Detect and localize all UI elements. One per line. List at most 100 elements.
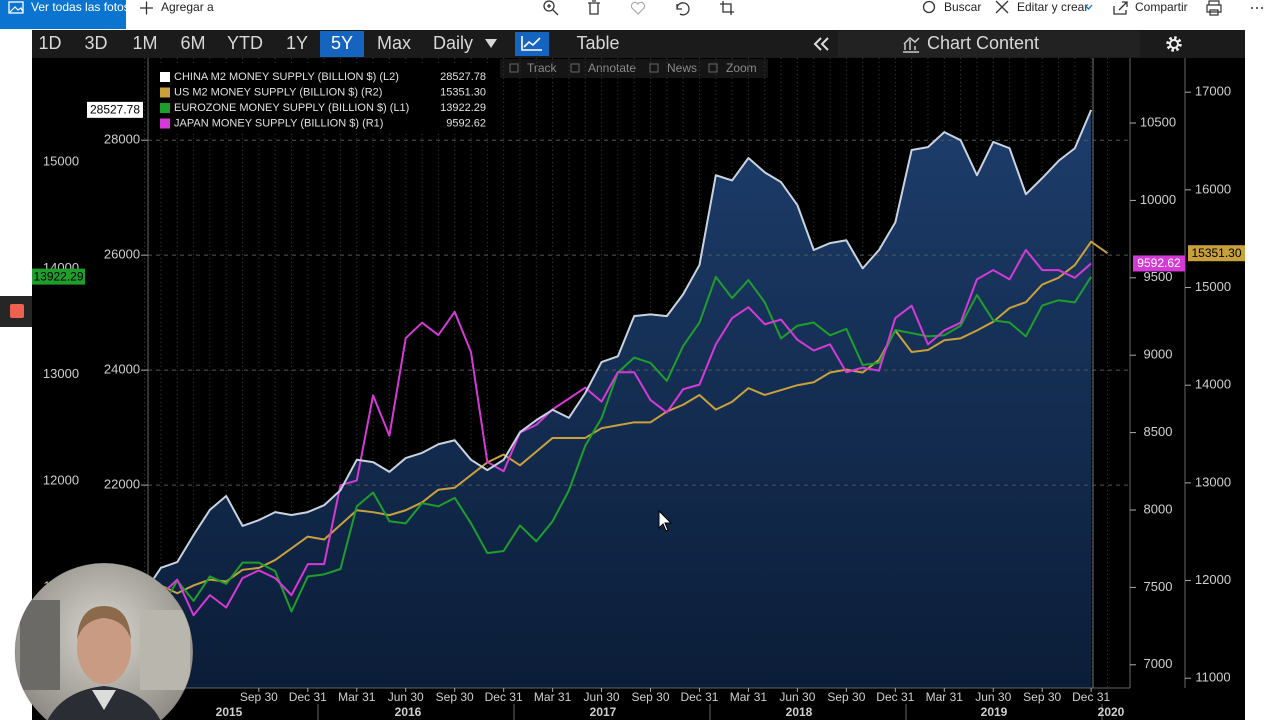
x-group-label: 2015 bbox=[216, 705, 243, 719]
y-tick-label: 15000 bbox=[1195, 279, 1231, 294]
back-button[interactable]: Ver todas las fotos bbox=[0, 0, 130, 29]
y-tick-label: 10000 bbox=[1140, 192, 1176, 207]
back-label: Ver todas las fotos bbox=[31, 0, 130, 14]
range-button[interactable]: YTD bbox=[227, 33, 263, 53]
y-tick-label: 9500 bbox=[1144, 269, 1173, 284]
range-button[interactable]: 1D bbox=[38, 33, 61, 53]
y-tick-label: 10500 bbox=[1140, 114, 1176, 129]
y-tick-label: 28000 bbox=[104, 132, 140, 147]
search-icon bbox=[922, 0, 936, 14]
x-tick-label: Sep 30 bbox=[631, 690, 669, 704]
legend-bg bbox=[153, 66, 491, 132]
table-button[interactable]: Table bbox=[576, 33, 619, 53]
y-tick-label: 12000 bbox=[43, 472, 79, 487]
print-button[interactable] bbox=[1206, 0, 1222, 16]
y-tick-label: 24000 bbox=[104, 362, 140, 377]
share-button[interactable]: Compartir bbox=[1113, 0, 1188, 15]
x-tick-label: Jun 30 bbox=[388, 690, 424, 704]
y-tick-label: 7000 bbox=[1144, 656, 1173, 671]
x-group-label: 2018 bbox=[786, 705, 813, 719]
crop-button[interactable] bbox=[720, 1, 734, 15]
edit-button[interactable]: Editar y crear bbox=[995, 0, 1093, 14]
tool-button[interactable]: Zoom bbox=[726, 61, 757, 75]
value-tag-label: 15351.30 bbox=[1191, 246, 1241, 260]
dropdown-arrow bbox=[485, 39, 497, 48]
tool-button[interactable]: Track bbox=[527, 61, 558, 75]
tool-icon bbox=[649, 63, 659, 73]
record-icon bbox=[10, 304, 24, 318]
tools-bg bbox=[500, 59, 768, 78]
dot bbox=[1256, 7, 1258, 9]
print-icon bbox=[1206, 0, 1222, 16]
dot bbox=[1251, 7, 1253, 9]
tool-button[interactable]: Annotate bbox=[588, 61, 636, 75]
chevron bbox=[820, 37, 829, 51]
more-button[interactable] bbox=[1251, 7, 1263, 9]
trash-icon bbox=[588, 0, 600, 15]
zoom-icon bbox=[543, 0, 555, 12]
y-tick-label: 16000 bbox=[1195, 181, 1231, 196]
share-label: Compartir bbox=[1135, 0, 1188, 14]
y-tick-label: 13000 bbox=[43, 366, 79, 381]
search-button[interactable]: Buscar bbox=[922, 0, 982, 14]
y-tick-label: 8000 bbox=[1144, 501, 1173, 516]
x-tick-label: Mar 31 bbox=[338, 690, 376, 704]
panel-header-bg bbox=[838, 31, 1140, 57]
frequency-dropdown[interactable]: Daily bbox=[433, 33, 497, 53]
series-line bbox=[144, 248, 1092, 617]
person bbox=[40, 686, 168, 720]
series-line bbox=[143, 109, 1093, 593]
range-button[interactable]: Max bbox=[377, 33, 411, 53]
delete-button[interactable] bbox=[588, 0, 600, 15]
x-group-label: 2019 bbox=[981, 705, 1008, 719]
x-tick-label: Mar 31 bbox=[730, 690, 768, 704]
x-tick-label: Sep 30 bbox=[1023, 690, 1061, 704]
favorite-button[interactable] bbox=[630, 1, 646, 15]
chart-view-button[interactable] bbox=[515, 32, 549, 56]
y-tick-label: 11000 bbox=[1195, 670, 1230, 685]
add-button[interactable]: Agregar a bbox=[140, 0, 214, 15]
webcam-bg bbox=[140, 610, 190, 690]
photo-icon bbox=[9, 6, 24, 13]
collapse-button[interactable] bbox=[813, 37, 829, 51]
x-tick-label: Dec 31 bbox=[680, 690, 718, 704]
chart-content-button[interactable]: Chart Content bbox=[903, 33, 1039, 53]
x-group-label: 2020 bbox=[1098, 705, 1125, 719]
gear-icon bbox=[1169, 39, 1179, 49]
y-tick-label: 7500 bbox=[1144, 579, 1173, 594]
tool-button[interactable]: News bbox=[667, 61, 697, 75]
settings-button[interactable] bbox=[1166, 36, 1182, 52]
value-tag bbox=[32, 268, 85, 285]
chart-toolbar: Daily Table Chart Content 1D 3D 1M 6M YTD 1Y 5… bbox=[38, 31, 1182, 57]
range-selected-bg bbox=[320, 31, 364, 57]
x-group-label: 2016 bbox=[395, 705, 422, 719]
webcam-border bbox=[14, 562, 194, 720]
panel-label: Chart Content bbox=[927, 33, 1039, 53]
range-button[interactable]: 3D bbox=[84, 33, 107, 53]
rotate-button[interactable] bbox=[676, 2, 690, 16]
range-button[interactable]: 6M bbox=[180, 33, 205, 53]
range-button[interactable]: 5Y bbox=[331, 33, 353, 53]
x-tick-label: Dec 31 bbox=[1072, 690, 1110, 704]
legend-value: 13922.29 bbox=[440, 102, 486, 114]
x-tick-label: Mar 31 bbox=[926, 690, 964, 704]
zoom-button[interactable] bbox=[543, 0, 559, 16]
legend-label: CHINA M2 MONEY SUPPLY (BILLION $) (L2) bbox=[174, 71, 399, 83]
y-tick-label: 26000 bbox=[104, 247, 140, 262]
add-label: Agregar a bbox=[161, 0, 214, 14]
legend-label: US M2 MONEY SUPPLY (BILLION $) (R2) bbox=[174, 86, 382, 98]
tool-icon bbox=[708, 63, 718, 73]
mouse-cursor bbox=[658, 509, 673, 532]
range-button[interactable]: 1M bbox=[132, 33, 157, 53]
x-tick-label: Dec 31 bbox=[289, 690, 327, 704]
legend-swatch bbox=[160, 72, 170, 82]
y-tick-label: 22000 bbox=[104, 477, 140, 492]
x-tick-label: Mar 31 bbox=[534, 690, 572, 704]
person bbox=[92, 690, 116, 710]
x-tick-label: Dec 31 bbox=[876, 690, 914, 704]
range-button[interactable]: 1Y bbox=[286, 33, 308, 53]
x-tick-label: Jun 30 bbox=[975, 690, 1011, 704]
legend-swatch bbox=[160, 103, 170, 113]
dot bbox=[1261, 7, 1263, 9]
